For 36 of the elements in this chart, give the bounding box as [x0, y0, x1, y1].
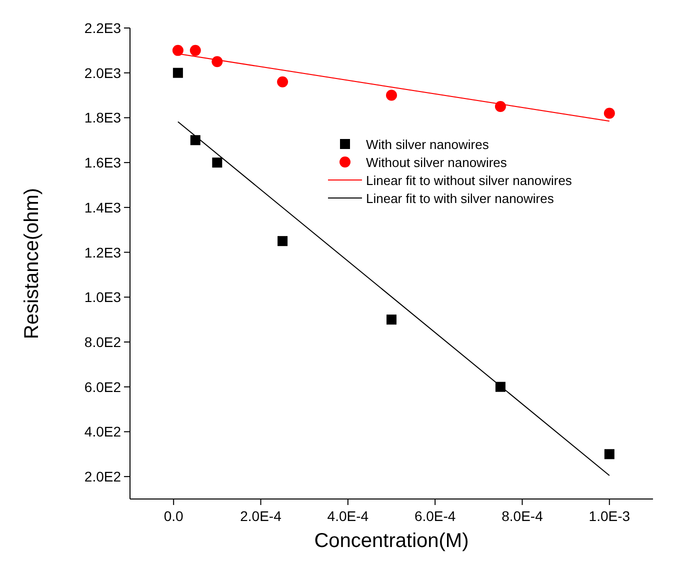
y-tick-label: 6.0E2: [84, 378, 122, 395]
legend-label: Without silver nanowires: [366, 155, 508, 170]
point: [190, 135, 200, 146]
point: [386, 314, 396, 325]
point: [190, 44, 201, 56]
point: [604, 449, 614, 460]
y-tick-label: 2.0E3: [84, 64, 122, 81]
legend-label: Linear fit to without silver nanowires: [366, 173, 572, 188]
point: [604, 108, 615, 119]
y-tick-label: 1.4E3: [84, 199, 122, 216]
x-tick-label: 1.0E-3: [588, 508, 630, 524]
x-tick-label: 6.0E-4: [414, 508, 456, 524]
y-axis-title: Resistance(ohm): [21, 188, 43, 340]
x-tick-label: 2.0E-4: [240, 508, 282, 524]
point: [212, 158, 222, 168]
point: [277, 76, 288, 88]
y-tick-label: 2.2E3: [84, 20, 122, 36]
legend-label: With silver nanowires: [366, 137, 490, 152]
y-tick-label: 1.6E3: [84, 154, 122, 171]
point: [386, 90, 397, 101]
y-tick-label: 1.2E3: [84, 244, 122, 260]
legend-label: Linear fit to with silver nanowires: [366, 191, 554, 206]
point: [172, 68, 183, 78]
y-tick-label: 4.0E2: [84, 424, 122, 440]
x-tick-label: 8.0E-4: [502, 508, 544, 524]
point: [172, 44, 184, 56]
x-tick-label: 4.0E-4: [327, 508, 369, 524]
x-tick-label: 0.0: [164, 508, 184, 524]
point: [494, 101, 506, 112]
y-tick-label: 1.0E3: [84, 289, 122, 306]
x-axis-title: Concentration(M): [314, 530, 469, 552]
y-tick-label: 2.0E2: [84, 468, 122, 485]
point: [278, 236, 288, 246]
point: [212, 56, 223, 68]
y-tick-label: 8.0E2: [84, 334, 122, 350]
y-tick-label: 1.8E3: [84, 110, 122, 126]
